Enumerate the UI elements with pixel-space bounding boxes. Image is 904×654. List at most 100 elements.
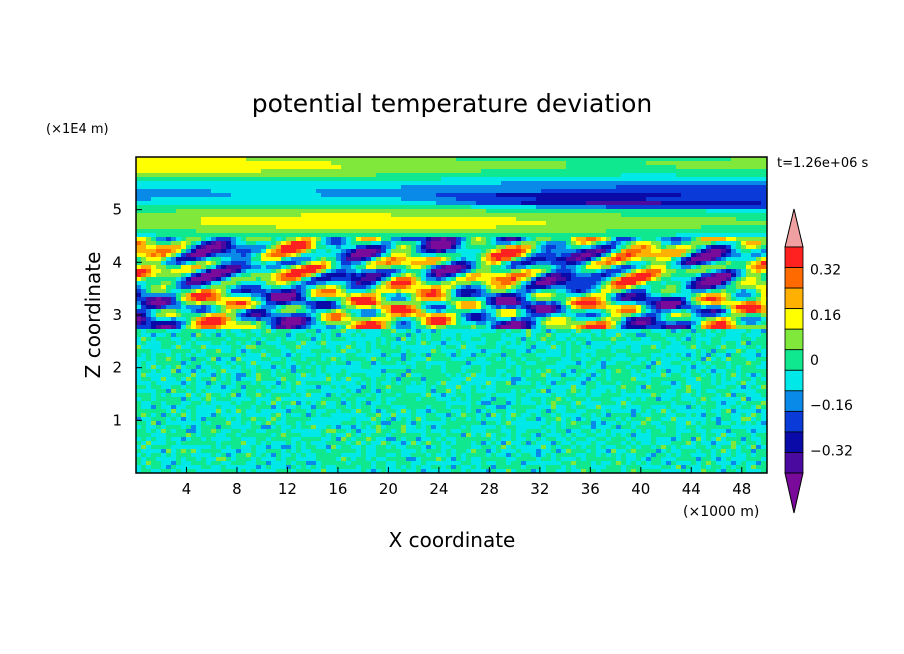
field-cell	[476, 249, 482, 254]
field-cell	[271, 293, 277, 298]
field-cell	[496, 201, 502, 206]
field-cell	[286, 213, 292, 218]
field-cell	[736, 165, 742, 170]
field-cell	[461, 289, 467, 294]
field-cell	[176, 189, 182, 194]
field-cell	[726, 261, 732, 266]
field-cell	[671, 173, 677, 178]
field-cell	[386, 221, 392, 226]
field-cell	[301, 297, 307, 302]
field-cell	[741, 193, 747, 198]
field-cell	[561, 269, 567, 274]
field-cell	[211, 169, 217, 174]
field-cell	[361, 245, 367, 250]
field-cell	[176, 165, 182, 170]
field-cell	[401, 249, 407, 254]
field-cell	[471, 217, 477, 222]
field-cell	[691, 257, 697, 262]
field-cell	[156, 205, 162, 210]
field-cell	[566, 169, 572, 174]
field-cell	[336, 285, 342, 290]
field-cell	[381, 161, 387, 166]
field-cell	[241, 261, 247, 266]
field-cell	[326, 225, 332, 230]
field-cell	[711, 185, 717, 190]
field-cell	[731, 273, 737, 278]
field-cell	[316, 193, 322, 198]
field-cell	[491, 205, 497, 210]
field-cell	[426, 165, 432, 170]
field-cell	[636, 161, 642, 166]
field-cell	[696, 221, 702, 226]
field-cell	[276, 237, 282, 242]
field-cell	[606, 201, 612, 206]
field-cell	[656, 173, 662, 178]
field-cell	[471, 297, 477, 302]
field-cell	[501, 225, 507, 230]
field-cell	[281, 293, 287, 298]
field-cell	[451, 225, 457, 230]
field-cell	[746, 205, 752, 210]
field-cell	[156, 257, 162, 262]
field-cell	[146, 281, 152, 286]
field-cell	[536, 273, 542, 278]
field-cell	[741, 169, 747, 174]
field-cell	[301, 309, 307, 314]
field-cell	[356, 193, 362, 198]
field-cell	[761, 213, 767, 218]
field-cell	[566, 213, 572, 218]
field-cell	[741, 237, 747, 242]
field-cell	[666, 257, 672, 262]
field-cell	[541, 281, 547, 286]
field-cell	[151, 221, 157, 226]
field-cell	[681, 281, 687, 286]
field-cell	[416, 229, 422, 234]
field-cell	[181, 277, 187, 282]
field-cell	[466, 301, 472, 306]
field-cell	[231, 201, 237, 206]
field-cell	[686, 169, 692, 174]
field-cell	[176, 237, 182, 242]
field-cell	[176, 225, 182, 230]
field-cell	[446, 217, 452, 222]
field-cell	[611, 245, 617, 250]
field-cell	[186, 293, 192, 298]
field-cell	[346, 277, 352, 282]
field-cell	[721, 297, 727, 302]
field-cell	[601, 205, 607, 210]
field-cell	[481, 229, 487, 234]
field-cell	[321, 273, 327, 278]
field-cell	[176, 301, 182, 306]
field-cell	[331, 313, 337, 318]
field-cell	[711, 261, 717, 266]
field-cell	[396, 265, 402, 270]
field-cell	[751, 245, 757, 250]
field-cell	[621, 229, 627, 234]
field-cell	[641, 173, 647, 178]
field-cell	[636, 189, 642, 194]
field-cell	[386, 265, 392, 270]
field-cell	[351, 297, 357, 302]
field-cell	[251, 165, 257, 170]
field-cell	[696, 281, 702, 286]
field-cell	[236, 281, 242, 286]
field-cell	[316, 225, 322, 230]
field-cell	[551, 293, 557, 298]
field-cell	[261, 301, 267, 306]
field-cell	[331, 185, 337, 190]
field-cell	[586, 245, 592, 250]
field-cell	[276, 269, 282, 274]
field-cell	[621, 185, 627, 190]
field-cell	[201, 209, 207, 214]
field-cell	[306, 309, 312, 314]
field-cell	[696, 285, 702, 290]
field-cell	[556, 269, 562, 274]
field-cell	[686, 157, 692, 162]
field-cell	[281, 185, 287, 190]
field-cell	[146, 313, 152, 318]
field-cell	[446, 169, 452, 174]
field-cell	[366, 229, 372, 234]
field-cell	[756, 277, 762, 282]
field-cell	[456, 241, 462, 246]
field-cell	[281, 225, 287, 230]
